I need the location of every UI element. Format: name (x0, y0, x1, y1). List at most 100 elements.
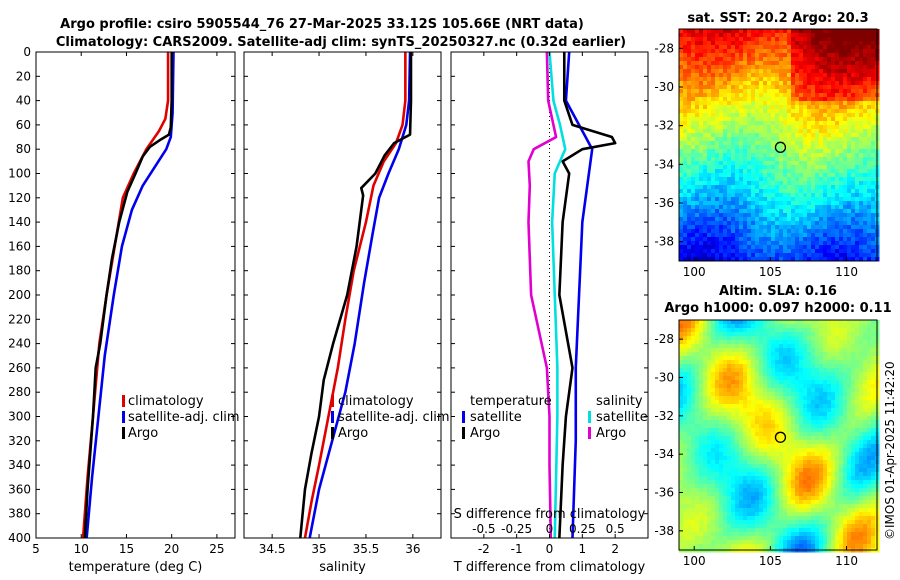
map-cell (783, 416, 788, 421)
map-cell (759, 125, 764, 130)
map-cell (859, 364, 864, 369)
map-cell (755, 324, 760, 329)
map-cell (815, 229, 820, 234)
map-cell (683, 400, 688, 405)
map-cell (803, 33, 808, 38)
map-cell (715, 93, 720, 98)
map-cell (851, 81, 856, 86)
map-cell (739, 197, 744, 202)
x-tick-label: 20 (164, 542, 179, 556)
map-cell (699, 436, 704, 441)
map-cell (847, 173, 852, 178)
map-cell (735, 113, 740, 118)
map-cell (723, 189, 728, 194)
map-cell (815, 404, 820, 409)
map-cell (795, 428, 800, 433)
map-cell (807, 97, 812, 102)
map-cell (831, 225, 836, 230)
map-cell (775, 328, 780, 333)
map-cell (791, 201, 796, 206)
map-cell (791, 436, 796, 441)
map-cell (707, 460, 712, 465)
map-cell (835, 400, 840, 405)
map-cell (871, 121, 876, 126)
map-cell (847, 368, 852, 373)
map-cell (747, 241, 752, 246)
map-cell (711, 181, 716, 186)
map-cell (855, 65, 860, 70)
map-cell (727, 416, 732, 421)
map-cell (751, 77, 756, 82)
map-cell (703, 193, 708, 198)
map-cell (775, 412, 780, 417)
map-cell (843, 392, 848, 397)
map-cell (723, 57, 728, 62)
map-cell (839, 101, 844, 106)
map-cell (755, 137, 760, 142)
map-cell (691, 253, 696, 258)
map-cell (851, 29, 856, 34)
map-cell (735, 65, 740, 70)
map-cell (739, 89, 744, 94)
map-cell (755, 448, 760, 453)
map-cell (767, 73, 772, 78)
map-cell (779, 93, 784, 98)
map-cell (691, 376, 696, 381)
map-cell (715, 336, 720, 341)
map-cell (695, 432, 700, 437)
map-cell (843, 436, 848, 441)
map-cell (803, 444, 808, 449)
map-cell (743, 408, 748, 413)
map-cell (779, 221, 784, 226)
map-cell (715, 404, 720, 409)
map-cell (843, 177, 848, 182)
map-cell (835, 448, 840, 453)
map-cell (759, 257, 764, 262)
map-cell (803, 432, 808, 437)
map-cell (755, 185, 760, 190)
map-cell (755, 205, 760, 210)
map-cell (863, 81, 868, 86)
map-cell (715, 37, 720, 42)
map-cell (831, 384, 836, 389)
map-cell (767, 464, 772, 469)
map-cell (723, 101, 728, 106)
map-cell (767, 344, 772, 349)
map-cell (727, 53, 732, 58)
map-cell (791, 440, 796, 445)
map-cell (823, 89, 828, 94)
map-cell (679, 257, 684, 262)
map-cell (707, 209, 712, 214)
map-cell (819, 97, 824, 102)
map-cell (831, 93, 836, 98)
map-cell (779, 117, 784, 122)
map-cell (699, 348, 704, 353)
map-cell (843, 53, 848, 58)
map-cell (775, 161, 780, 166)
map-cell (839, 320, 844, 325)
map-cell (847, 89, 852, 94)
map-cell (835, 133, 840, 138)
map-cell (851, 368, 856, 373)
map-cell (683, 33, 688, 38)
map-cell (843, 420, 848, 425)
map-cell (711, 117, 716, 122)
map-cell (779, 53, 784, 58)
map-cell (827, 328, 832, 333)
map-cell (763, 432, 768, 437)
map-cell (795, 181, 800, 186)
map-cell (739, 45, 744, 50)
map-cell (791, 45, 796, 50)
map-cell (747, 41, 752, 46)
map-cell (719, 145, 724, 150)
map-cell (795, 328, 800, 333)
map-cell (699, 65, 704, 70)
map-cell (847, 420, 852, 425)
map-cell (823, 165, 828, 170)
map-cell (835, 113, 840, 118)
map-cell (759, 53, 764, 58)
map-cell (771, 201, 776, 206)
map-cell (695, 352, 700, 357)
map-cell (731, 396, 736, 401)
